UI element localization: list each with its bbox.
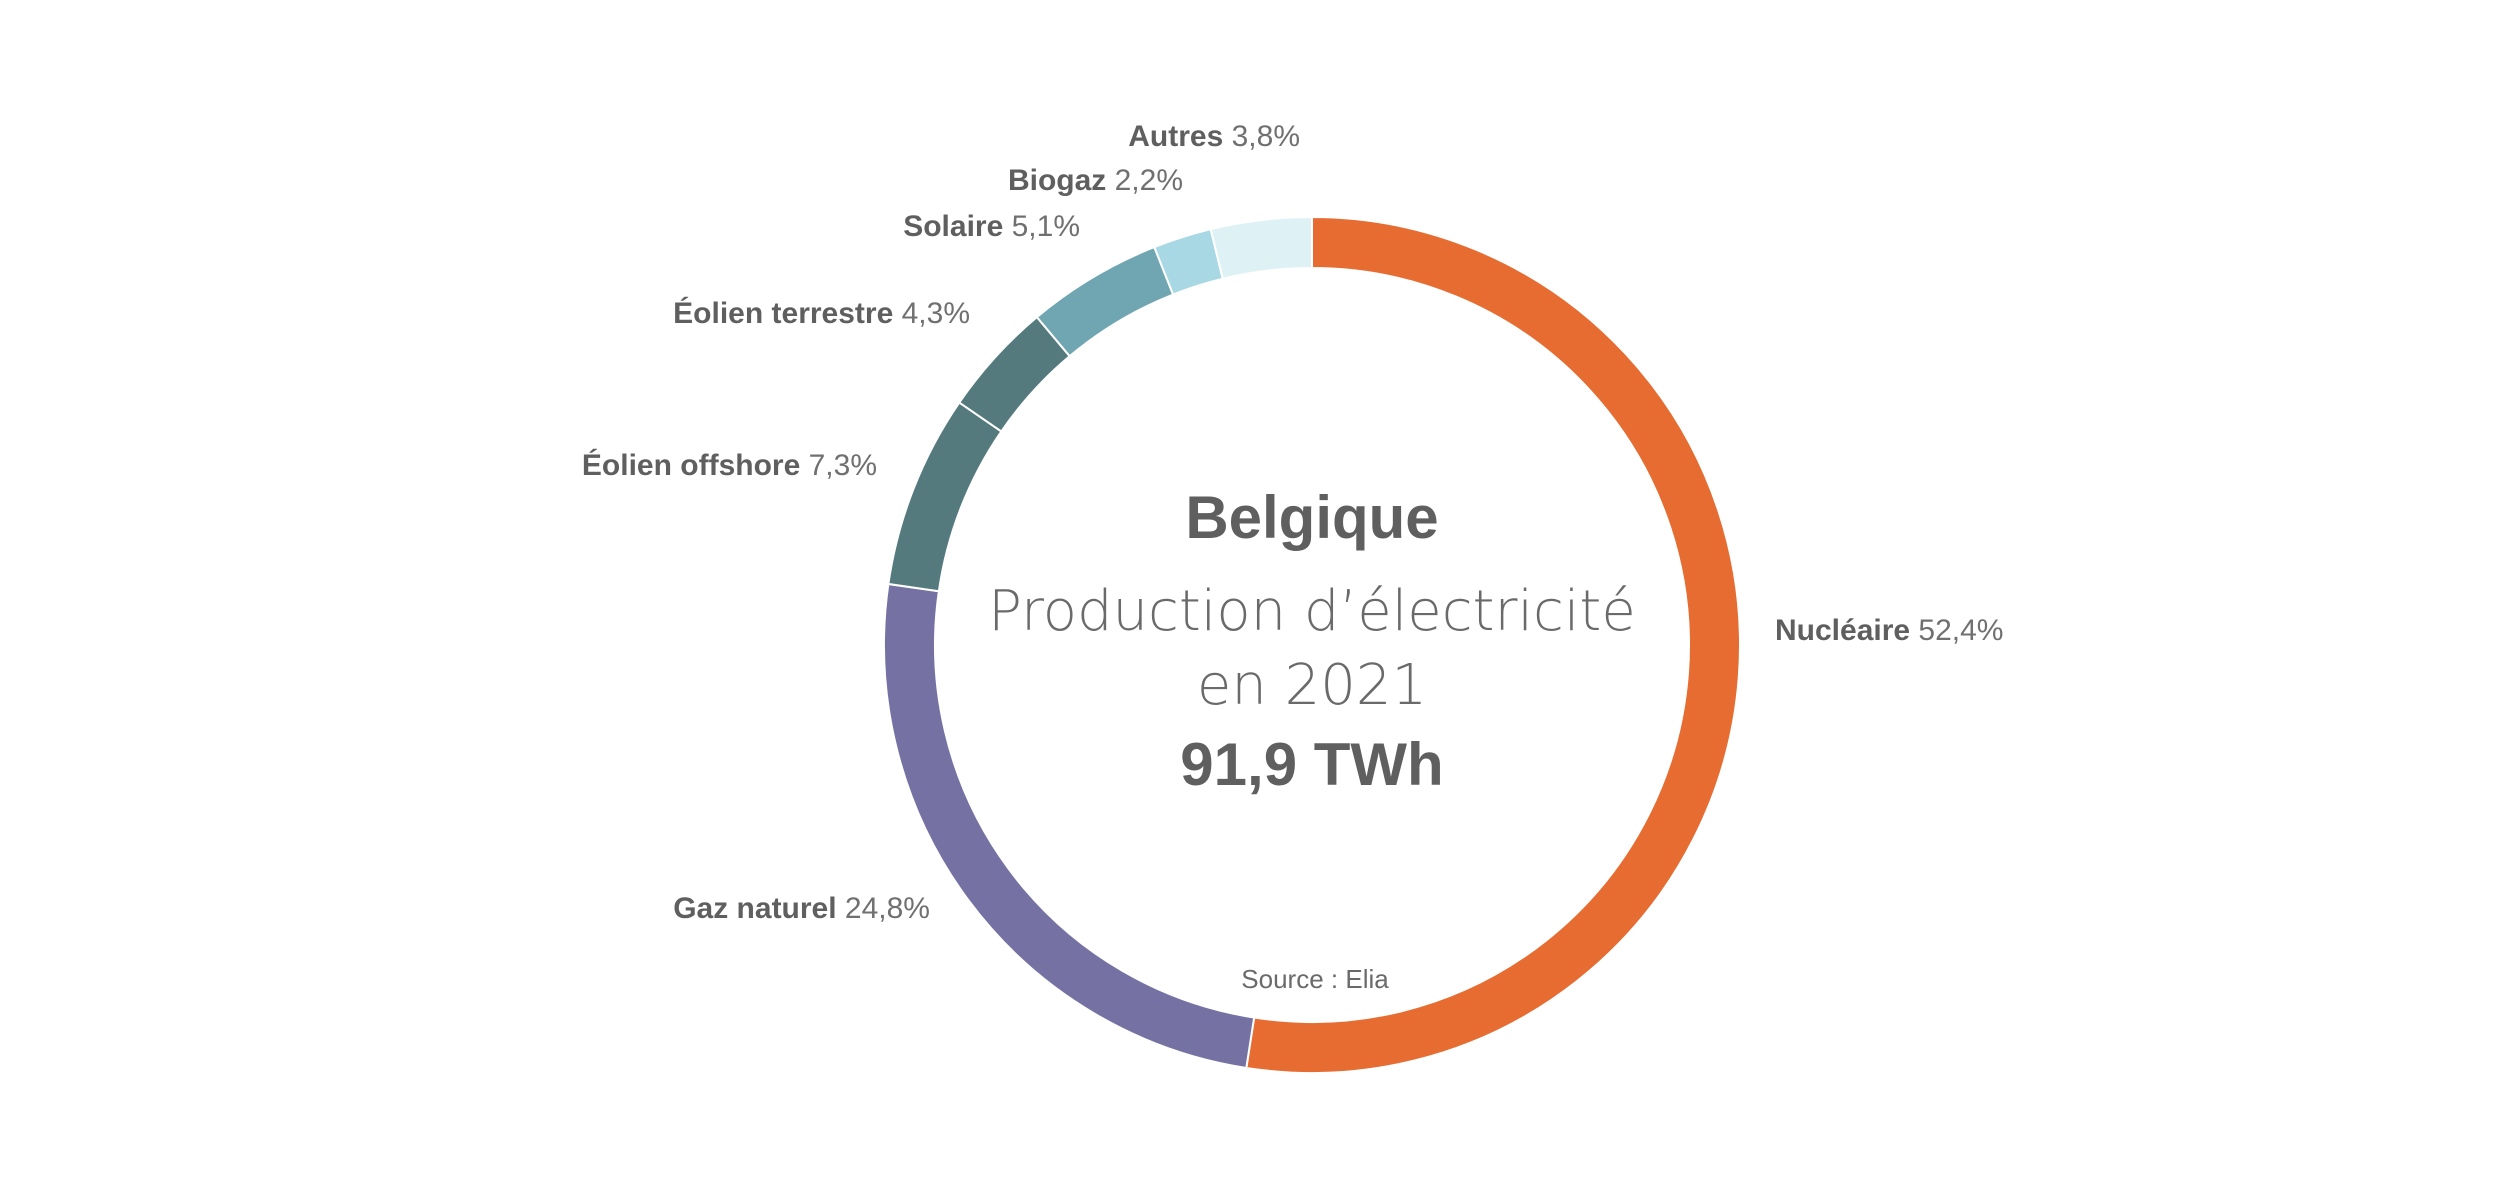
slice-label-name: Nucléaire xyxy=(1775,614,1918,647)
donut-slices xyxy=(883,215,1741,1074)
chart-subtitle-line2: en 2021 xyxy=(1197,653,1427,718)
slice-label-value: 3,8% xyxy=(1232,120,1300,153)
slice-label-6: Autres 3,8% xyxy=(1128,120,1300,153)
slice-labels: Nucléaire 52,4% Gaz naturel 24,8% Éolien o… xyxy=(582,120,2004,925)
slice-label-name: Solaire xyxy=(903,210,1011,243)
slice-label-value: 4,3% xyxy=(902,297,970,330)
slice-6 xyxy=(1209,215,1313,280)
slice-2 xyxy=(887,401,1003,593)
slice-label-name: Autres xyxy=(1128,120,1231,153)
slice-label-2: Éolien offshore 7,3% xyxy=(582,448,877,482)
chart-title: Belgique xyxy=(1185,484,1438,551)
slice-label-3: Éolien terrestre 4,3% xyxy=(673,296,970,330)
slice-label-value: 7,3% xyxy=(809,449,877,482)
chart-source: Source : Elia xyxy=(1241,964,1389,994)
slice-label-4: Solaire 5,1% xyxy=(903,210,1080,243)
slice-label-value: 2,2% xyxy=(1115,164,1183,197)
slice-label-name: Biogaz xyxy=(1008,164,1115,197)
slice-label-1: Gaz naturel 24,8% xyxy=(673,892,930,925)
slice-label-5: Biogaz 2,2% xyxy=(1008,164,1183,197)
chart-total: 91,9 TWh xyxy=(1180,731,1443,798)
slice-label-name: Gaz naturel xyxy=(673,892,845,925)
chart-subtitle-line1: Production d’électricité xyxy=(988,579,1636,644)
slice-label-name: Éolien terrestre xyxy=(673,296,901,330)
slice-label-value: 52,4% xyxy=(1918,614,2003,647)
slice-label-value: 24,8% xyxy=(845,892,930,925)
slice-label-0: Nucléaire 52,4% xyxy=(1775,614,2004,647)
slice-4 xyxy=(1035,245,1175,358)
slice-label-value: 5,1% xyxy=(1012,210,1080,243)
slice-label-name: Éolien offshore xyxy=(582,448,809,482)
slice-0 xyxy=(1245,215,1741,1074)
